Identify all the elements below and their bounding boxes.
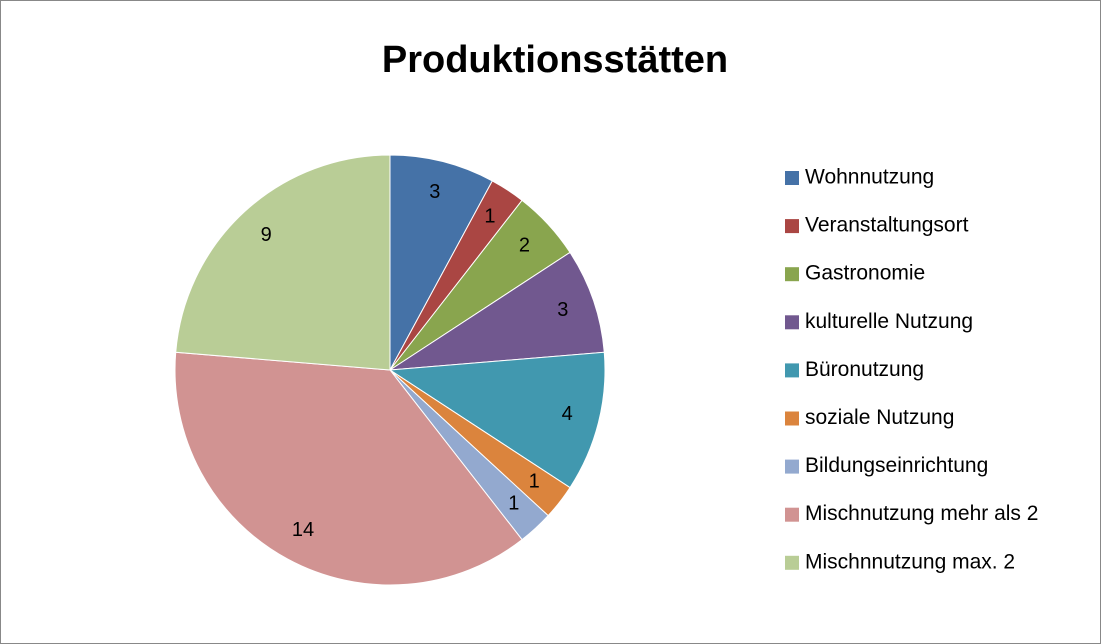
pie-slice	[174, 351, 523, 586]
legend-label: Büronutzung	[805, 358, 924, 381]
data-label: 4	[562, 403, 573, 425]
legend-label: Veranstaltungsort	[805, 214, 969, 237]
pie-slice	[175, 154, 391, 371]
legend-swatch	[785, 507, 799, 522]
legend-label: Wohnnutzung	[805, 166, 934, 189]
data-label: 1	[508, 493, 519, 515]
data-label: 1	[484, 205, 495, 227]
legend-swatch	[785, 411, 799, 426]
legend-swatch	[785, 171, 799, 185]
legend-label: kulturelle Nutzung	[805, 310, 973, 333]
data-label: 14	[292, 519, 314, 541]
pie-slice	[389, 251, 605, 371]
data-label: 2	[519, 235, 530, 257]
legend-label: Gastronomie	[805, 262, 925, 285]
legend-swatch	[785, 555, 799, 570]
legend-swatch	[785, 363, 799, 378]
legend-swatch	[785, 315, 799, 330]
legend-label: Bildungseinrichtung	[805, 454, 988, 477]
pie-slice	[388, 351, 606, 489]
legend-label: Mischnnutzung max. 2	[805, 550, 1015, 573]
data-label: 3	[557, 299, 568, 321]
legend-swatch	[785, 219, 799, 234]
pie-slice	[389, 154, 494, 371]
legend-label: soziale Nutzung	[805, 406, 954, 429]
data-label: 9	[261, 224, 272, 246]
legend-label: Mischnutzung mehr als 2	[805, 502, 1038, 525]
data-label: 1	[529, 471, 540, 493]
legend-swatch	[785, 267, 799, 282]
legend-swatch	[785, 459, 799, 474]
chart-title: Produktionsstätten	[382, 39, 728, 81]
data-label: 3	[429, 181, 440, 203]
